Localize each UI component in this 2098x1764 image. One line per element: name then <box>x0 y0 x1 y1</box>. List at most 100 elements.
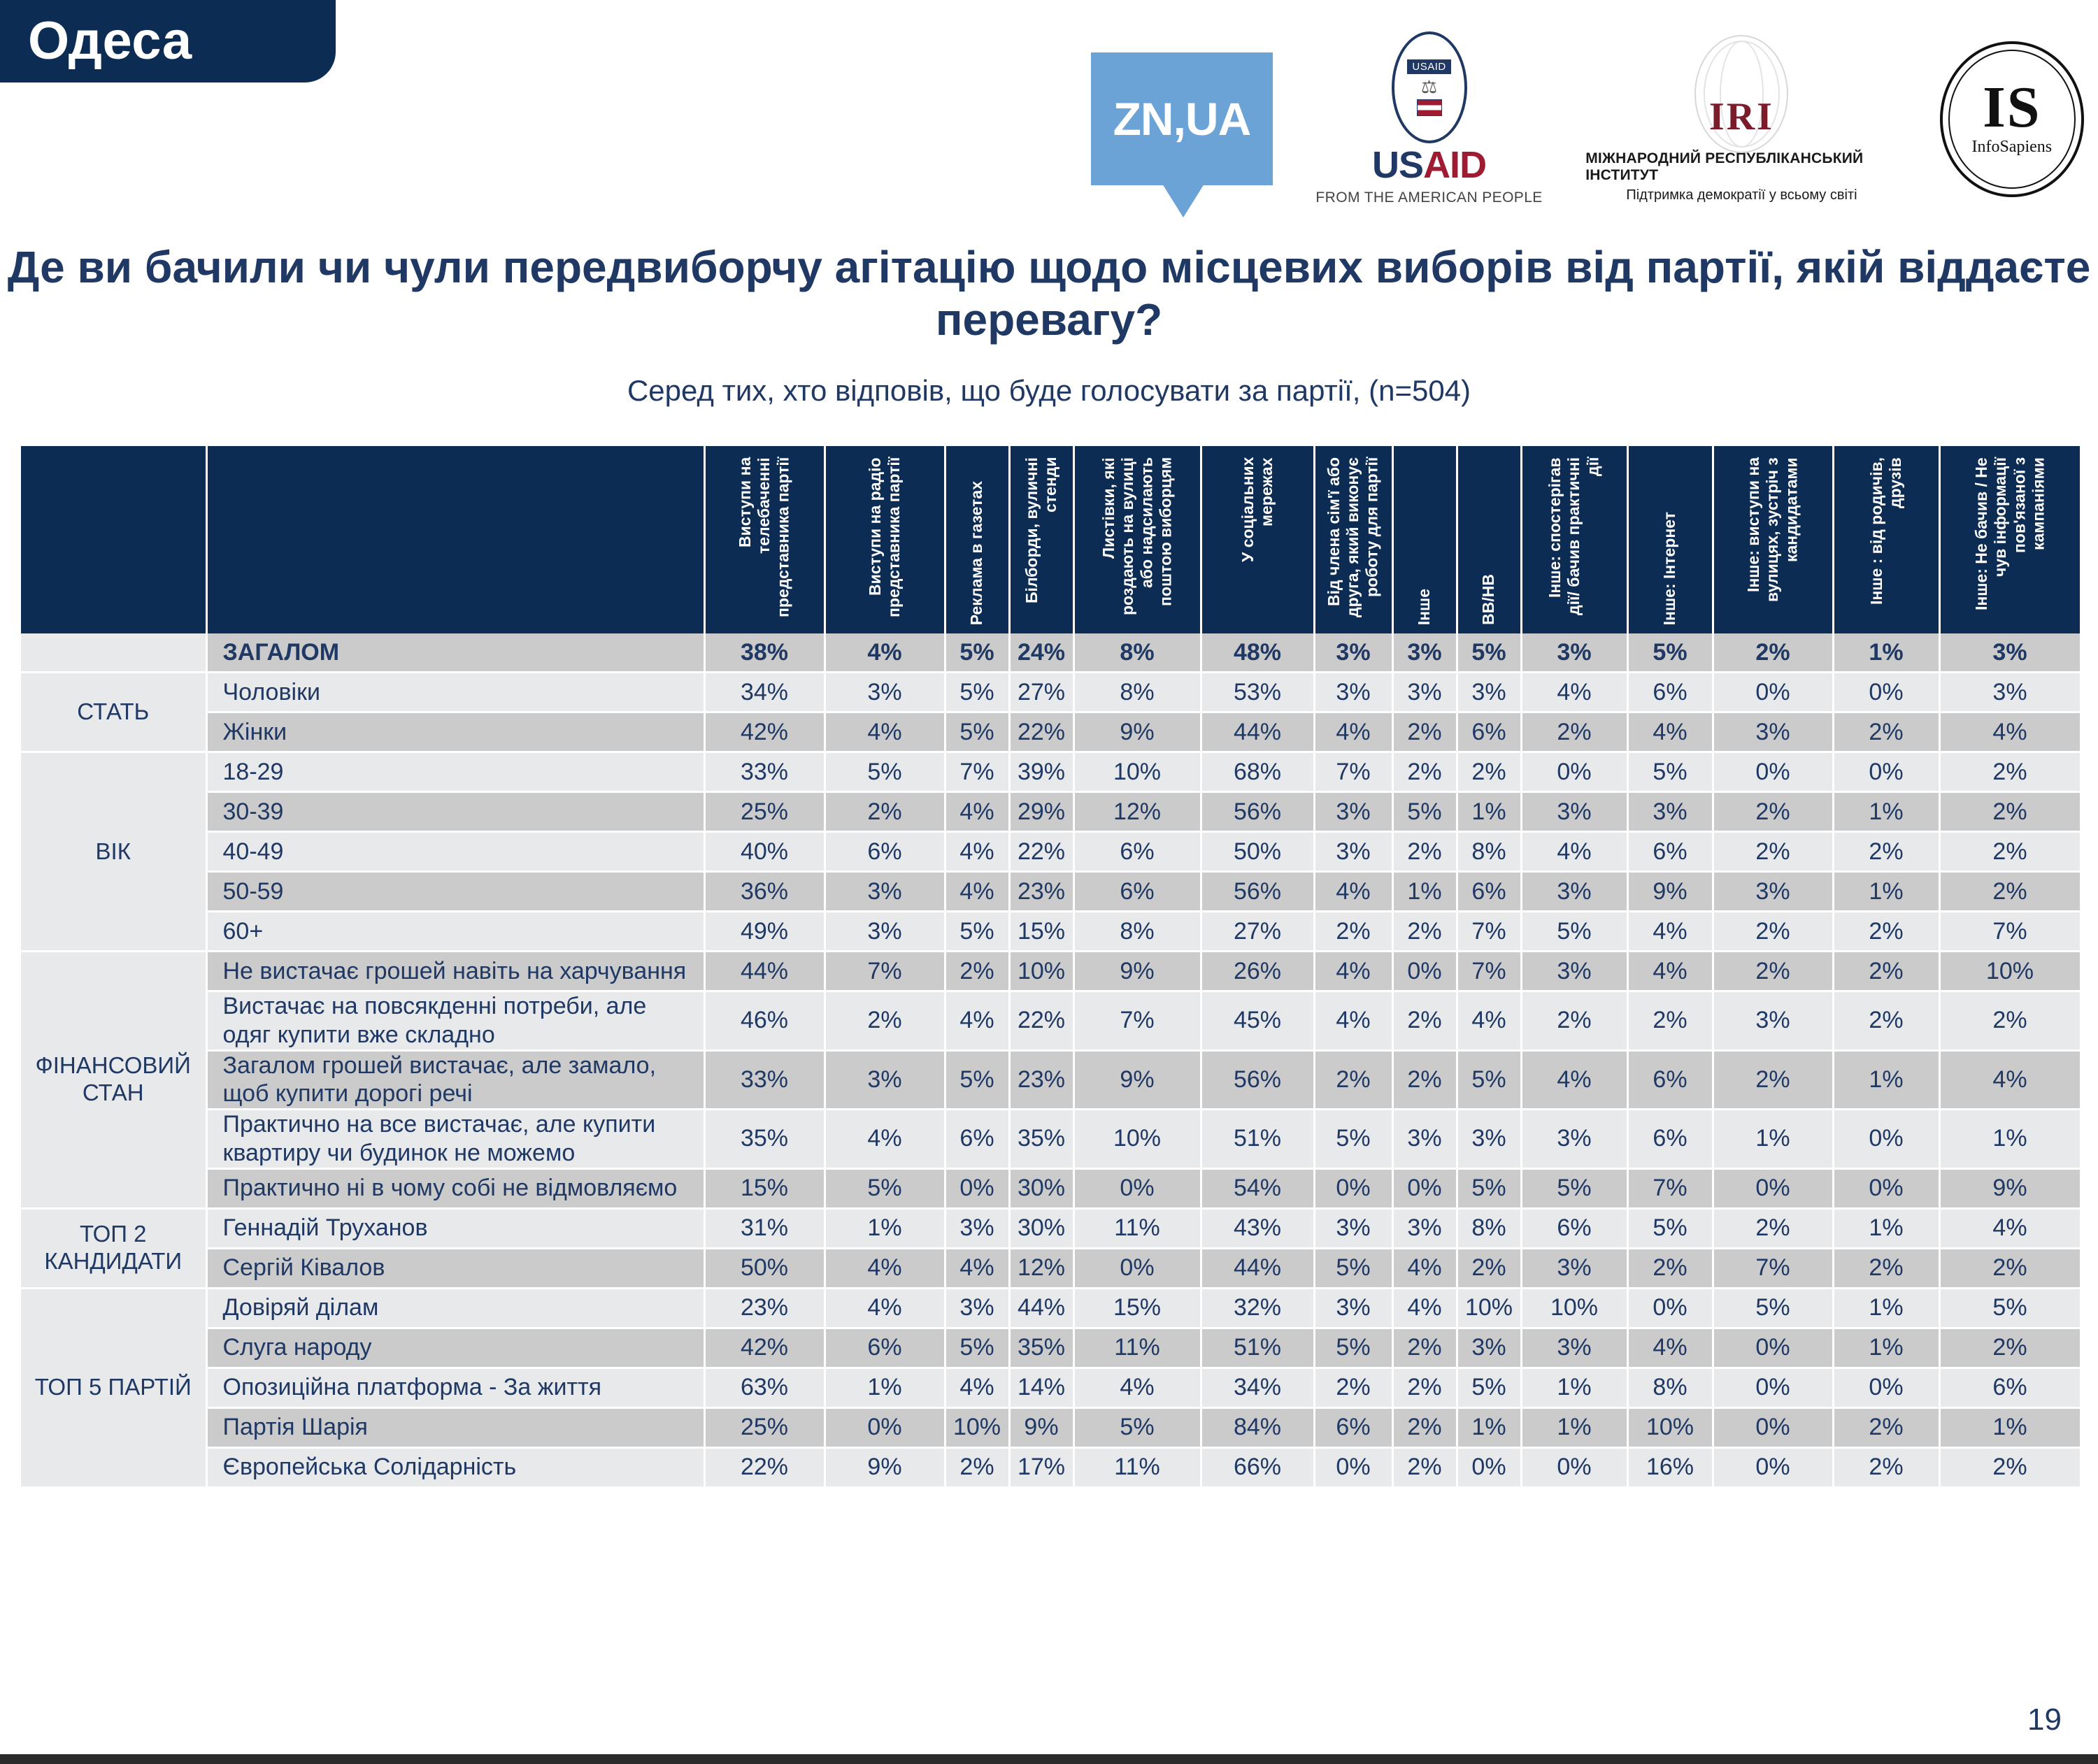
data-cell: 2% <box>1939 752 2082 793</box>
row-label: Практично ні в чому собі не відмовляємо <box>206 1168 706 1210</box>
header-col-5: У соціальних мережах <box>1201 446 1315 633</box>
data-cell: 0% <box>1457 1447 1522 1489</box>
data-cell: 5% <box>825 752 946 793</box>
row-label: Не вистачає грошей навіть на харчування <box>206 951 706 992</box>
data-cell: 2% <box>1939 1447 2082 1489</box>
data-cell: 5% <box>1627 752 1714 793</box>
iri-line2: Підтримка демократії у всьому світі <box>1626 187 1857 203</box>
data-cell: 5% <box>1314 1109 1394 1170</box>
data-cell: 4% <box>945 1248 1011 1289</box>
data-cell: 42% <box>704 712 826 753</box>
iri-wordmark: IRI <box>1708 94 1774 138</box>
data-cell: 38% <box>704 633 826 673</box>
header-col-0: Виступи на телебаченні представника парт… <box>704 446 826 633</box>
data-cell: 2% <box>1939 791 2082 833</box>
data-cell: 4% <box>1939 712 2082 753</box>
data-cell: 39% <box>1009 752 1075 793</box>
data-cell: 0% <box>1713 1328 1834 1369</box>
data-cell: 15% <box>1009 911 1075 952</box>
data-cell: 2% <box>1713 911 1834 952</box>
data-cell: 2% <box>1392 752 1458 793</box>
table-header-row: Виступи на телебаченні представника парт… <box>21 446 2082 633</box>
data-cell: 3% <box>825 871 946 912</box>
data-cell: 7% <box>1457 951 1522 992</box>
usaid-word-aid: AID <box>1423 144 1487 186</box>
data-cell: 9% <box>1073 1050 1202 1111</box>
data-cell: 2% <box>1392 1447 1458 1489</box>
data-cell: 5% <box>945 1328 1011 1369</box>
data-cell: 84% <box>1201 1407 1315 1449</box>
data-cell: 22% <box>1009 712 1075 753</box>
data-cell: 30% <box>1009 1168 1075 1210</box>
data-cell: 29% <box>1009 791 1075 833</box>
data-cell: 0% <box>1392 951 1458 992</box>
row-label: 18-29 <box>206 752 706 793</box>
data-cell: 2% <box>1833 951 1941 992</box>
data-cell: 2% <box>945 1447 1011 1489</box>
table-row: Опозиційна платформа - За життя 63% 1% 4% 14… <box>21 1368 2082 1409</box>
data-cell: 11% <box>1073 1208 1202 1249</box>
data-cell: 50% <box>704 1248 826 1289</box>
header-col-9: Інше: спостерігав дії/ бачив практичні д… <box>1521 446 1629 633</box>
data-cell: 8% <box>1073 911 1202 952</box>
data-cell: 3% <box>945 1288 1011 1329</box>
header-group-blank <box>21 446 208 633</box>
data-cell: 10% <box>1073 752 1202 793</box>
table-row: Європейська Солідарність 22% 9% 2% 17% 11% 66%… <box>21 1447 2082 1489</box>
data-cell: 6% <box>1457 871 1522 912</box>
data-cell: 5% <box>945 911 1011 952</box>
table-row: 50-59 36% 3% 4% 23% 6% 56% 4% 1% 6% 3% 9% 3% 1% 2% <box>21 871 2082 912</box>
data-cell: 3% <box>1521 1109 1629 1170</box>
data-cell: 3% <box>1314 831 1394 873</box>
data-cell: 2% <box>1713 831 1834 873</box>
row-label: 30-39 <box>206 791 706 833</box>
iri-line1: МІЖНАРОДНИЙ РЕСПУБЛІКАНСЬКИЙ ІНСТИТУТ <box>1585 150 1864 183</box>
data-cell: 2% <box>1392 712 1458 753</box>
data-cell: 4% <box>1627 951 1714 992</box>
data-cell: 4% <box>1627 712 1714 753</box>
row-label: Сергій Ківалов <box>206 1248 706 1289</box>
data-cell: 4% <box>1627 911 1714 952</box>
row-label: Практично на все вистачає, але купити кв… <box>206 1109 706 1170</box>
data-cell: 0% <box>1833 1368 1941 1409</box>
data-cell: 3% <box>1521 1248 1629 1289</box>
data-cell: 3% <box>1521 871 1629 912</box>
data-cell: 0% <box>1713 752 1834 793</box>
infosapiens-wordmark: IS <box>1983 74 2041 140</box>
data-cell: 23% <box>1009 1050 1075 1111</box>
usaid-logo: USAID ⚖ USAID FROM THE AMERICAN PEOPLE <box>1315 31 1543 206</box>
data-cell: 45% <box>1201 991 1315 1052</box>
data-cell: 2% <box>1392 831 1458 873</box>
data-cell: 50% <box>1201 831 1315 873</box>
data-cell: 0% <box>1392 1168 1458 1210</box>
data-cell: 56% <box>1201 791 1315 833</box>
data-cell: 40% <box>704 831 826 873</box>
data-cell: 44% <box>704 951 826 992</box>
table-row: СТАТЬ Чоловіки 34% 3% 5% 27% 8% 53% 3% 3% 3% 4% 6% 0%… <box>21 672 2082 753</box>
data-cell: 42% <box>704 1328 826 1369</box>
row-label: 50-59 <box>206 871 706 912</box>
data-cell: 7% <box>945 752 1011 793</box>
data-cell: 2% <box>1713 951 1834 992</box>
data-cell: 2% <box>1314 1368 1394 1409</box>
data-cell: 8% <box>1627 1368 1714 1409</box>
data-cell: 63% <box>704 1368 826 1409</box>
data-cell: 0% <box>1713 1368 1834 1409</box>
table-row: Вистачає на повсякденні потреби, але одя… <box>21 991 2082 1052</box>
data-cell: 0% <box>1713 1407 1834 1449</box>
data-cell: 5% <box>1073 1407 1202 1449</box>
data-cell: 56% <box>1201 1050 1315 1111</box>
data-cell: 35% <box>704 1109 826 1170</box>
data-cell: 5% <box>945 712 1011 753</box>
data-cell: 6% <box>1521 1208 1629 1249</box>
data-cell: 2% <box>1939 1248 2082 1289</box>
table-row: Практично на все вистачає, але купити кв… <box>21 1109 2082 1170</box>
data-cell: 6% <box>1939 1368 2082 1409</box>
data-cell: 3% <box>1713 991 1834 1052</box>
data-cell: 5% <box>1713 1288 1834 1329</box>
table-row: ФІНАНСОВИЙ СТАН Не вистачає грошей навіть… <box>21 951 2082 1210</box>
data-cell: 27% <box>1009 672 1075 713</box>
header-col-7: Інше <box>1392 446 1458 633</box>
data-cell: 4% <box>1457 991 1522 1052</box>
data-cell: 2% <box>1627 1248 1714 1289</box>
